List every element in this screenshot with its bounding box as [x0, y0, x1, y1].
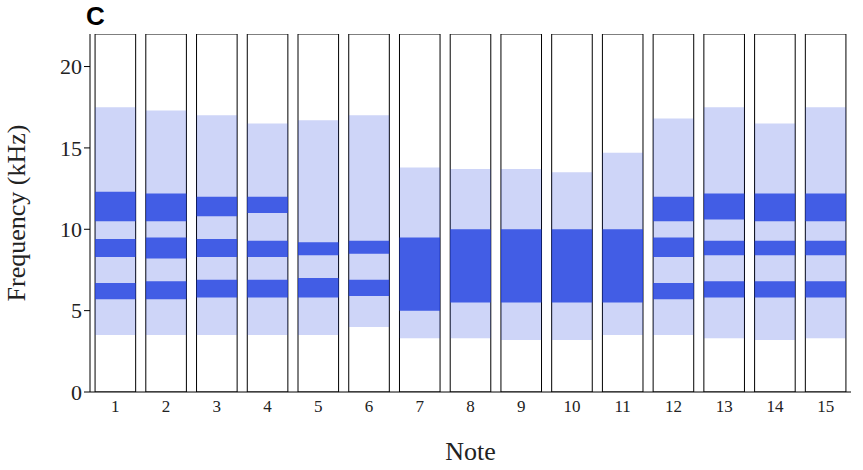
svg-text:Note: Note	[445, 437, 496, 466]
svg-text:14: 14	[766, 397, 784, 416]
svg-text:10: 10	[60, 217, 82, 242]
svg-text:2: 2	[162, 397, 171, 416]
svg-text:6: 6	[365, 397, 374, 416]
svg-text:4: 4	[263, 397, 272, 416]
svg-text:13: 13	[716, 397, 733, 416]
svg-text:1: 1	[111, 397, 120, 416]
svg-text:5: 5	[71, 298, 82, 323]
svg-text:15: 15	[60, 136, 82, 161]
svg-text:15: 15	[817, 397, 834, 416]
svg-text:0: 0	[71, 380, 82, 405]
svg-text:9: 9	[517, 397, 526, 416]
svg-text:8: 8	[466, 397, 475, 416]
svg-text:11: 11	[615, 397, 631, 416]
svg-text:3: 3	[213, 397, 222, 416]
svg-text:5: 5	[314, 397, 323, 416]
svg-text:10: 10	[563, 397, 580, 416]
svg-text:12: 12	[665, 397, 682, 416]
svg-text:7: 7	[416, 397, 425, 416]
svg-text:20: 20	[60, 54, 82, 79]
html-text:C: C	[86, 1, 105, 31]
svg-text:Frequency (kHz): Frequency (kHz)	[2, 125, 31, 302]
